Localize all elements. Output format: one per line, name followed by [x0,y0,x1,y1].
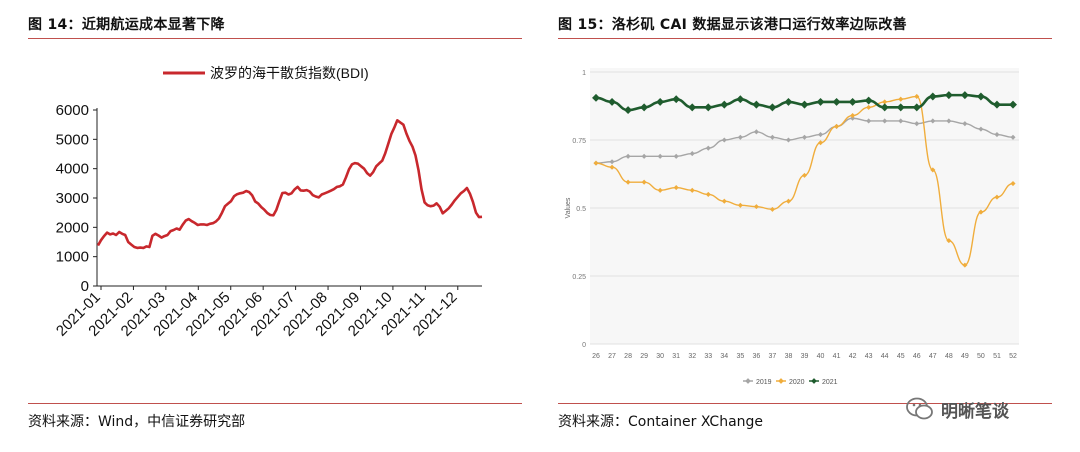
marker-2021 [656,97,665,106]
marker-2020 [737,202,743,208]
marker-2020 [962,262,968,268]
x-tick-label: 26 [592,353,600,360]
x-tick-label: 28 [624,353,632,360]
series-line-2020 [595,95,1014,266]
x-tick-label: 36 [752,353,760,360]
x-tick-label: 39 [801,353,809,360]
right-title-rule [558,38,1052,39]
x-tick-label: 50 [977,353,985,360]
x-tick-label: 45 [897,353,905,360]
series-line-bdi [96,119,483,250]
marker-2020 [593,160,599,166]
plot-background [590,68,1019,344]
marker-2021 [960,91,969,100]
x-tick-label: 51 [993,353,1001,360]
marker-2020 [689,187,695,193]
y-axis-label: Values [565,197,572,218]
x-tick-label: 37 [769,353,777,360]
right-figure-title: 图 15：洛杉矶 CAI 数据显示该港口运行效率边际改善 [558,17,907,33]
x-tick-label: 41 [833,353,841,360]
legend-marker-2020 [778,378,784,384]
y-tick-label: 0.5 [576,206,586,213]
marker-2020 [994,194,1000,200]
legend-label-2019: 2019 [756,379,772,386]
marker-2020 [705,191,711,197]
cai-chart: 0 0.25 0.5 0.75 1 Values 26 27 28 29 30 31 32 33 34 35 3… [565,68,1019,386]
left-source-rule [28,403,522,404]
y-tick-label: 0.75 [572,138,586,145]
marker-2021 [736,95,745,104]
marker-2021 [944,91,953,100]
x-tick-label: 35 [736,353,744,360]
x-tick-label: 31 [672,353,680,360]
marker-2021 [976,92,985,101]
right-source-rule [558,403,1052,404]
legend-label-2021: 2021 [822,379,838,386]
marker-2020 [801,172,808,178]
y-tick-label: 0.25 [572,274,586,281]
y-tick-label: 4000 [56,161,89,178]
y-tick-label: 3000 [56,190,89,207]
marker-2020 [753,204,759,210]
x-tick-label: 49 [961,353,969,360]
legend-label-2020: 2020 [789,379,805,386]
left-source: 资料来源：Wind，中信证券研究部 [28,414,246,430]
watermark-text: 明晰笔谈 [941,401,1009,422]
x-tick-label: 47 [929,353,937,360]
marker-2021 [752,100,761,109]
right-source: 资料来源：Container XChange [558,414,764,430]
legend-marker-2019 [745,378,751,384]
y-tick-label: 0 [582,342,586,349]
y-tick-label: 1000 [56,249,89,266]
marker-2020 [978,209,984,215]
marker-2020 [641,179,647,185]
x-tick-label: 32 [688,353,696,360]
x-tick-label: 29 [640,353,648,360]
left-title-rule [28,38,522,39]
x-tick-label: 33 [704,353,712,360]
x-tick-label: 44 [881,353,889,360]
x-tick-label: 27 [608,353,616,360]
y-tick-label: 2000 [56,219,89,236]
x-tick-label: 43 [865,353,873,360]
left-figure-title: 图 14：近期航运成本显著下降 [28,17,225,33]
x-tick-label: 40 [817,353,825,360]
y-tick-label: 6000 [56,102,89,119]
watermark: 明晰笔谈 [905,392,1065,426]
marker-2021 [624,106,633,115]
bdi-chart: 波罗的海干散货指数(BDI)01000200030004000500060002… [53,65,483,340]
x-tick-label: 42 [849,353,857,360]
x-tick-label: 48 [945,353,953,360]
x-tick-label: 30 [656,353,664,360]
y-tick-label: 1 [582,70,586,77]
x-tick-label: 34 [720,353,728,360]
x-tick-label: 46 [913,353,921,360]
legend-label-bdi: 波罗的海干散货指数(BDI) [210,65,369,81]
y-tick-label: 0 [81,278,89,295]
marker-2021 [640,103,649,112]
x-tick-label: 52 [1009,353,1017,360]
y-tick-label: 5000 [56,131,89,148]
legend-marker-2021 [811,378,817,384]
wechat-icon [906,397,933,420]
x-tick-label: 38 [785,353,793,360]
